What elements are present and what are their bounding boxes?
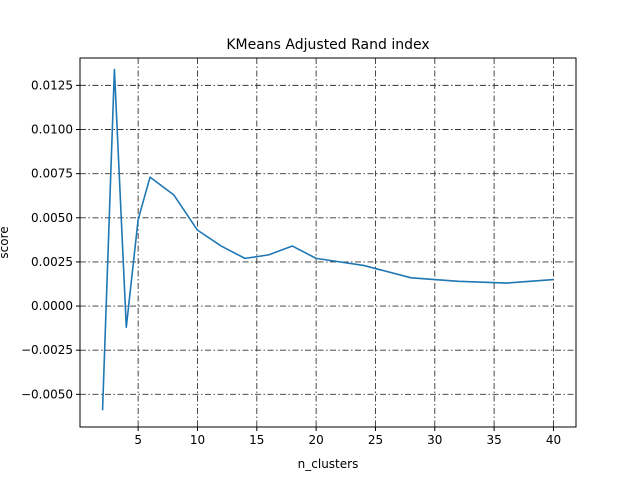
x-tick-label: 25 bbox=[368, 433, 383, 447]
x-tick-label: 5 bbox=[134, 433, 142, 447]
ticks: 5 10 15 20 25 30 35 40 −0.0050 −0.0025 0.0000 0.002… bbox=[21, 78, 561, 447]
x-tick-label: 15 bbox=[249, 433, 264, 447]
y-tick-label: 0.0075 bbox=[31, 167, 73, 181]
y-tick-label: 0.0125 bbox=[31, 78, 73, 92]
x-tick-label: 10 bbox=[190, 433, 205, 447]
series-layer bbox=[101, 68, 554, 411]
y-tick-label: −0.0050 bbox=[21, 387, 73, 401]
x-axis-label: n_clusters bbox=[298, 457, 359, 471]
y-tick-label: 0.0050 bbox=[31, 211, 73, 225]
y-tick-label: −0.0025 bbox=[21, 343, 73, 357]
chart-title: KMeans Adjusted Rand index bbox=[226, 37, 429, 53]
series-line bbox=[101, 68, 554, 411]
grid bbox=[80, 58, 576, 427]
y-axis-label: score bbox=[0, 226, 11, 258]
x-tick-label: 40 bbox=[546, 433, 561, 447]
x-tick-label: 30 bbox=[427, 433, 442, 447]
x-tick-label: 20 bbox=[308, 433, 323, 447]
x-tick-label: 35 bbox=[486, 433, 501, 447]
y-tick-label: 0.0025 bbox=[31, 255, 73, 269]
plot-frame bbox=[79, 57, 577, 428]
y-tick-label: 0.0000 bbox=[31, 299, 73, 313]
y-tick-label: 0.0100 bbox=[31, 123, 73, 137]
